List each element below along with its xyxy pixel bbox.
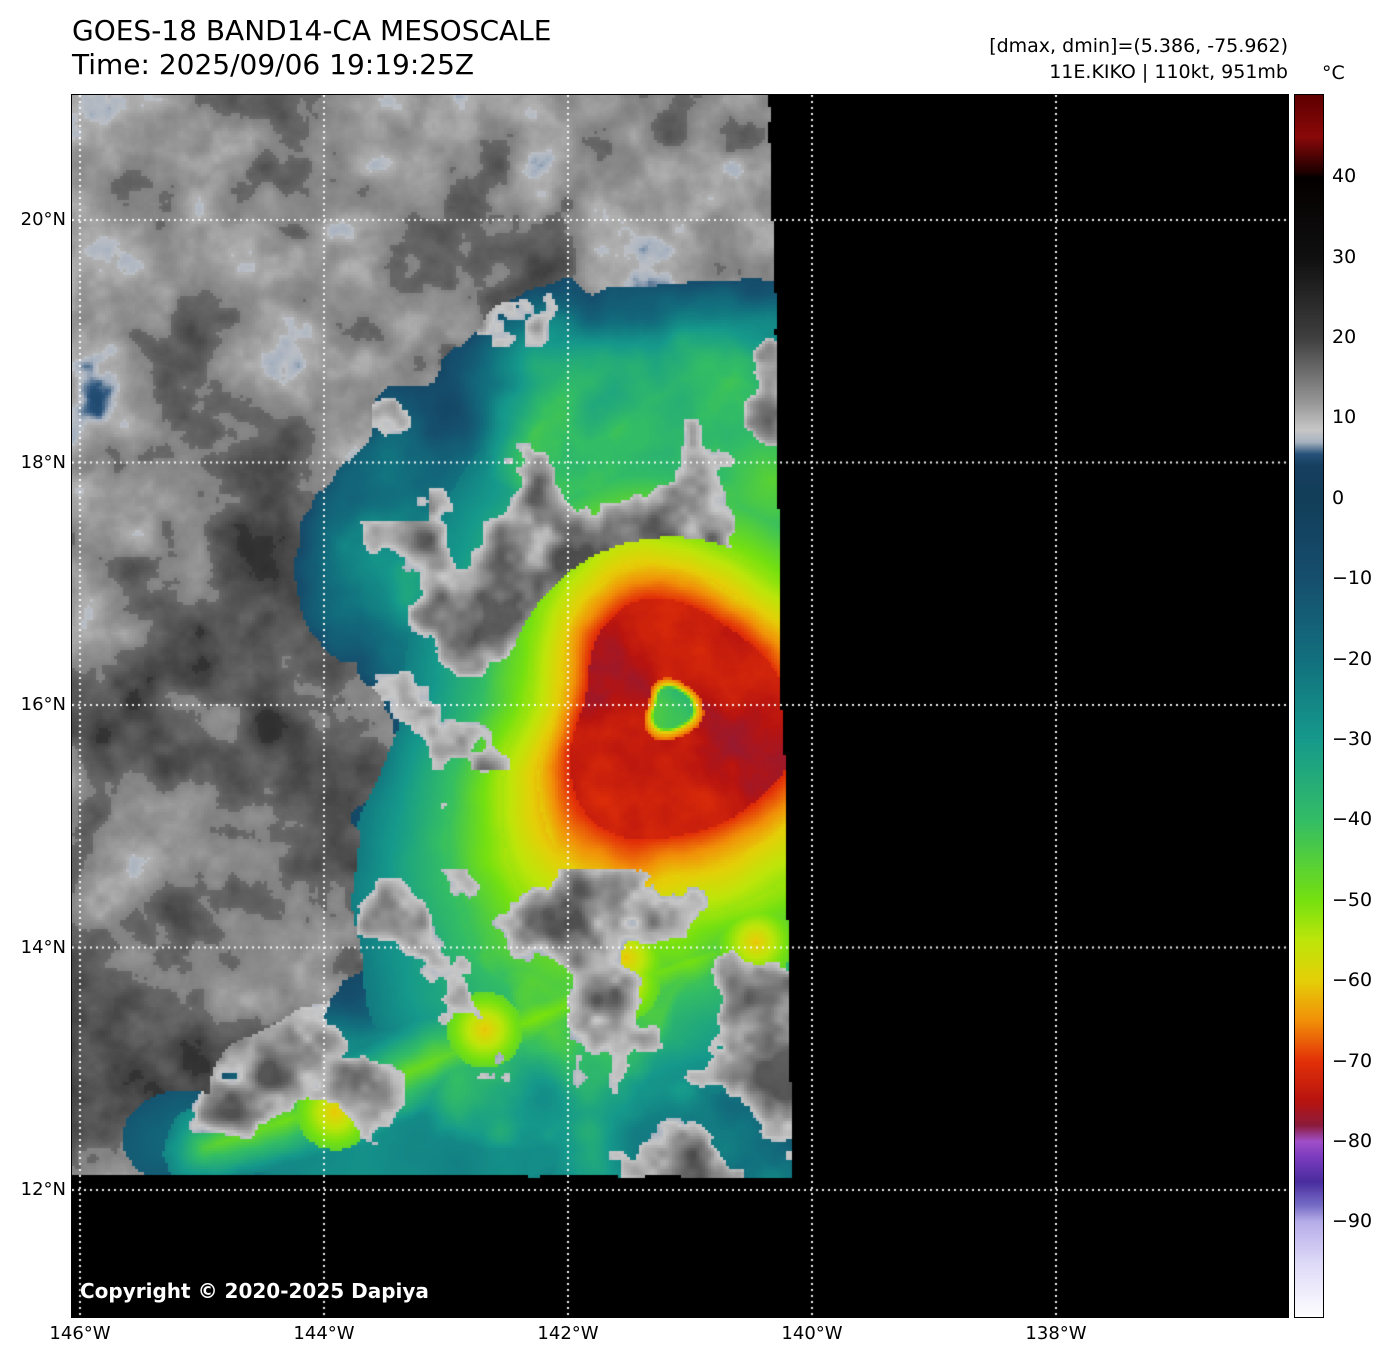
lon-tick-label: 144°W bbox=[293, 1323, 355, 1344]
title-line-1: GOES-18 BAND14-CA MESOSCALE bbox=[72, 14, 552, 47]
lon-tick-label: 140°W bbox=[781, 1323, 843, 1344]
colorbar-tick-label: 20 bbox=[1332, 325, 1357, 348]
colorbar-tick-label: −50 bbox=[1332, 888, 1373, 911]
colorbar-tick-label: −80 bbox=[1332, 1129, 1373, 1152]
lat-tick-label: 18°N bbox=[20, 451, 66, 473]
colorbar-tick-label: 10 bbox=[1332, 406, 1357, 429]
colorbar-tick-label: −40 bbox=[1332, 808, 1373, 831]
colorbar-tick-label: −70 bbox=[1332, 1049, 1373, 1072]
dmax-dmin-label: [dmax, dmin]=(5.386, -75.962) bbox=[989, 35, 1288, 57]
lat-tick-label: 20°N bbox=[20, 209, 66, 230]
map-panel bbox=[71, 94, 1289, 1318]
colorbar-tick-label: −10 bbox=[1332, 567, 1373, 590]
lat-tick-label: 12°N bbox=[20, 1179, 66, 1200]
colorbar-tick-label: −60 bbox=[1332, 969, 1373, 992]
colorbar-tick-label: −20 bbox=[1332, 647, 1373, 670]
lat-tick-label: 16°N bbox=[20, 694, 66, 715]
copyright-watermark: Copyright © 2020-2025 Dapiya bbox=[80, 1279, 429, 1303]
lon-tick-label: 142°W bbox=[537, 1323, 599, 1344]
figure-title: GOES-18 BAND14-CA MESOSCALE Time: 2025/09… bbox=[72, 14, 551, 82]
colorbar-panel bbox=[1294, 94, 1324, 1318]
lon-tick-label: 138°W bbox=[1025, 1323, 1087, 1344]
colorbar-tick-label: 40 bbox=[1332, 165, 1357, 188]
colorbar-tick-label: −30 bbox=[1332, 727, 1373, 750]
annotation-block: [dmax, dmin]=(5.386, -75.962) 11E.KIKO | … bbox=[888, 33, 1288, 85]
temperature-colorbar bbox=[1295, 95, 1323, 1317]
colorbar-unit-label: °C bbox=[1322, 62, 1345, 84]
title-line-2: Time: 2025/09/06 19:19:25Z bbox=[72, 48, 475, 81]
colorbar-tick-label: 0 bbox=[1332, 486, 1345, 509]
lon-tick-label: 146°W bbox=[49, 1323, 111, 1344]
satellite-ir-image bbox=[72, 95, 1288, 1317]
storm-status-label: 11E.KIKO | 110kt, 951mb bbox=[1049, 61, 1288, 83]
lat-tick-label: 14°N bbox=[20, 936, 66, 958]
colorbar-tick-label: −90 bbox=[1332, 1210, 1373, 1233]
colorbar-tick-label: 30 bbox=[1332, 245, 1357, 268]
